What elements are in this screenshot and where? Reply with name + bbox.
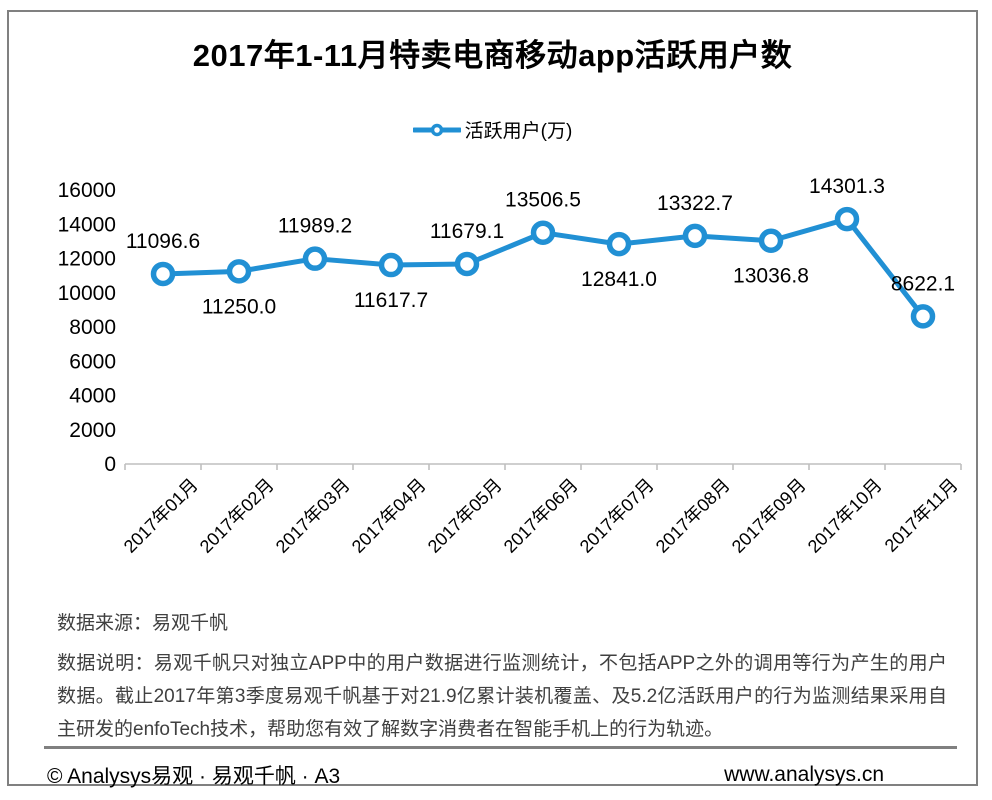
data-label: 13322.7	[657, 192, 733, 215]
legend: 活跃用户(万)	[9, 116, 976, 143]
data-source-text: 数据来源：易观千帆	[57, 613, 229, 634]
report-card: 2017年1-11月特卖电商移动app活跃用户数 活跃用户(万) 0 2000 40…	[7, 10, 978, 788]
data-label: 14301.3	[809, 175, 885, 198]
data-label: 8622.1	[891, 272, 955, 295]
data-label: 11617.7	[354, 289, 428, 312]
x-tick-label: 2017年08月	[652, 475, 734, 557]
data-point-marker	[530, 220, 556, 245]
legend-line-marker-icon	[412, 123, 461, 136]
footer-divider	[44, 746, 957, 749]
data-point-marker	[910, 304, 936, 329]
series-markers	[150, 206, 936, 329]
y-tick-label: 6000	[69, 350, 116, 373]
x-tick-label: 2017年06月	[500, 475, 582, 557]
x-tick-label: 2017年01月	[120, 475, 202, 557]
legend-label: 活跃用户(万)	[464, 121, 573, 142]
y-tick-label: 0	[104, 453, 116, 476]
x-tick-label: 2017年02月	[196, 475, 278, 557]
y-tick-label: 8000	[69, 316, 116, 339]
y-axis-labels: 0 2000 4000 6000 8000 10000 12000 14000 16000	[58, 179, 116, 476]
chart-title: 2017年1-11月特卖电商移动app活跃用户数	[192, 38, 793, 73]
y-tick-label: 14000	[58, 213, 116, 236]
data-label: 13036.8	[733, 265, 809, 288]
chart-area: 0 2000 4000 6000 8000 10000 12000 14000 16000 201…	[9, 152, 976, 602]
notes-block: 数据来源：易观千帆 数据说明：易观千帆只对独立APP中的用户数据进行监测统计，不…	[57, 608, 947, 746]
data-point-marker	[150, 261, 176, 287]
data-label: 11096.6	[126, 230, 200, 253]
copyright-text: © Analysys易观 · 易观千帆 · A3	[47, 765, 341, 788]
x-tick-label: 2017年05月	[424, 475, 506, 557]
y-tick-label: 16000	[58, 179, 116, 202]
data-point-marker	[758, 228, 784, 253]
y-tick-label: 10000	[58, 282, 116, 305]
x-axis-labels: 2017年01月2017年02月2017年03月2017年04月2017年05月…	[120, 475, 962, 557]
data-point-marker	[226, 259, 252, 284]
y-tick-label: 2000	[69, 419, 116, 442]
data-point-marker	[606, 231, 632, 257]
data-label: 12841.0	[581, 268, 657, 291]
y-tick-label: 12000	[58, 248, 116, 271]
x-axis	[124, 463, 962, 470]
data-label: 11989.2	[278, 215, 352, 238]
x-tick-label: 2017年04月	[348, 475, 430, 557]
data-description-text: 数据说明：易观千帆只对独立APP中的用户数据进行监测统计，不包括APP之外的调用…	[57, 653, 947, 740]
data-label: 11250.0	[202, 295, 276, 318]
footer: © Analysys易观 · 易观千帆 · A3 www.analysys.cn	[9, 760, 976, 790]
line-chart: 0 2000 4000 6000 8000 10000 12000 14000 16000 201…	[58, 175, 962, 557]
data-labels: 11096.6 11250.0 11989.2 11617.7 11679.113506…	[126, 175, 955, 318]
data-point-marker	[302, 246, 328, 271]
data-label: 11679.1	[430, 220, 504, 243]
data-point-marker	[682, 223, 708, 249]
data-label: 13506.5	[505, 189, 581, 212]
y-tick-label: 4000	[69, 385, 116, 408]
data-point-marker	[454, 251, 480, 277]
x-tick-label: 2017年07月	[576, 475, 658, 557]
x-tick-label: 2017年11月	[881, 475, 962, 556]
x-tick-label: 2017年10月	[804, 475, 886, 557]
website-url: www.analysys.cn	[724, 763, 884, 786]
x-tick-label: 2017年09月	[728, 475, 810, 557]
data-point-marker	[378, 252, 404, 278]
data-point-marker	[834, 206, 860, 232]
x-tick-label: 2017年03月	[272, 475, 354, 557]
